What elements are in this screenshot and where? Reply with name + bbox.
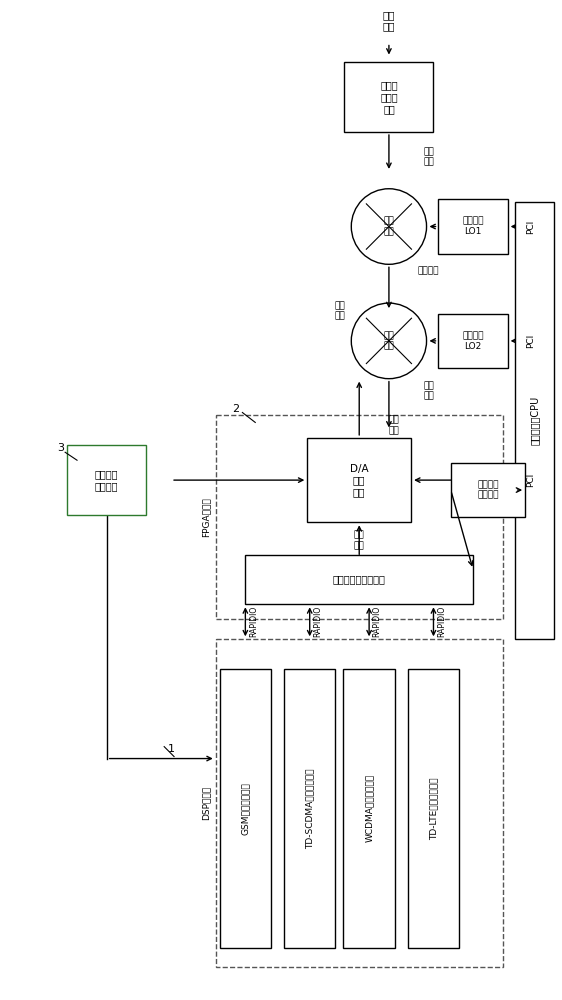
Text: 数字
中频: 数字 中频: [354, 531, 365, 550]
Text: 第二
混频: 第二 混频: [383, 331, 395, 351]
Text: RAPIDIO: RAPIDIO: [373, 606, 382, 637]
Bar: [438, 314, 507, 368]
Bar: [438, 199, 507, 254]
Text: 用户仿真
数据模块: 用户仿真 数据模块: [477, 480, 498, 500]
Text: 第一
混频: 第一 混频: [383, 217, 395, 236]
Text: GSM基带产生模块: GSM基带产生模块: [241, 782, 250, 835]
Text: 模拟
中频: 模拟 中频: [388, 416, 399, 435]
Text: RAPIDIO: RAPIDIO: [313, 606, 322, 637]
Text: 2: 2: [232, 404, 239, 414]
Text: 射频
输出: 射频 输出: [383, 10, 395, 31]
Text: 第二本振
LO2: 第二本振 LO2: [463, 331, 484, 351]
Bar: [67, 445, 146, 515]
Text: 射频信
号调制
模块: 射频信 号调制 模块: [380, 81, 398, 114]
Bar: [216, 415, 503, 619]
Bar: [246, 555, 473, 604]
Text: 1: 1: [167, 744, 175, 754]
Bar: [408, 669, 459, 948]
Text: PCI: PCI: [526, 219, 535, 234]
Bar: [307, 438, 411, 522]
Text: TD-LTE基带产生模块: TD-LTE基带产生模块: [429, 777, 438, 840]
Bar: [284, 669, 336, 948]
Text: D/A
转换
模块: D/A 转换 模块: [350, 464, 369, 497]
Text: PCI: PCI: [526, 334, 535, 348]
Text: 中央处理器CPU: 中央处理器CPU: [529, 396, 540, 445]
Text: 射频
信号: 射频 信号: [423, 147, 434, 167]
Bar: [216, 639, 503, 967]
Text: TD-SCDMA基带产生模块: TD-SCDMA基带产生模块: [305, 768, 314, 849]
Text: 模拟
中频: 模拟 中频: [423, 381, 434, 400]
Bar: [515, 202, 554, 639]
Text: RAPIDIO: RAPIDIO: [437, 606, 446, 637]
Text: RAPIDIO: RAPIDIO: [249, 606, 258, 637]
Text: DSP控制器: DSP控制器: [201, 786, 210, 820]
Bar: [343, 669, 395, 948]
Bar: [345, 62, 433, 132]
Bar: [451, 463, 525, 517]
Text: 射频中频: 射频中频: [418, 267, 439, 276]
Text: 3: 3: [57, 443, 64, 453]
Text: FPGA控制器: FPGA控制器: [201, 498, 210, 537]
Text: 时钟产生
装置模块: 时钟产生 装置模块: [95, 469, 119, 491]
Text: 模拟
中频: 模拟 中频: [334, 301, 345, 321]
Bar: [220, 669, 271, 948]
Text: WCDMA基带产生模块: WCDMA基带产生模块: [365, 774, 374, 842]
Text: PCI: PCI: [526, 473, 535, 487]
Text: 全数字中频处理模块: 全数字中频处理模块: [333, 575, 386, 585]
Text: 第一本振
LO1: 第一本振 LO1: [463, 217, 484, 236]
